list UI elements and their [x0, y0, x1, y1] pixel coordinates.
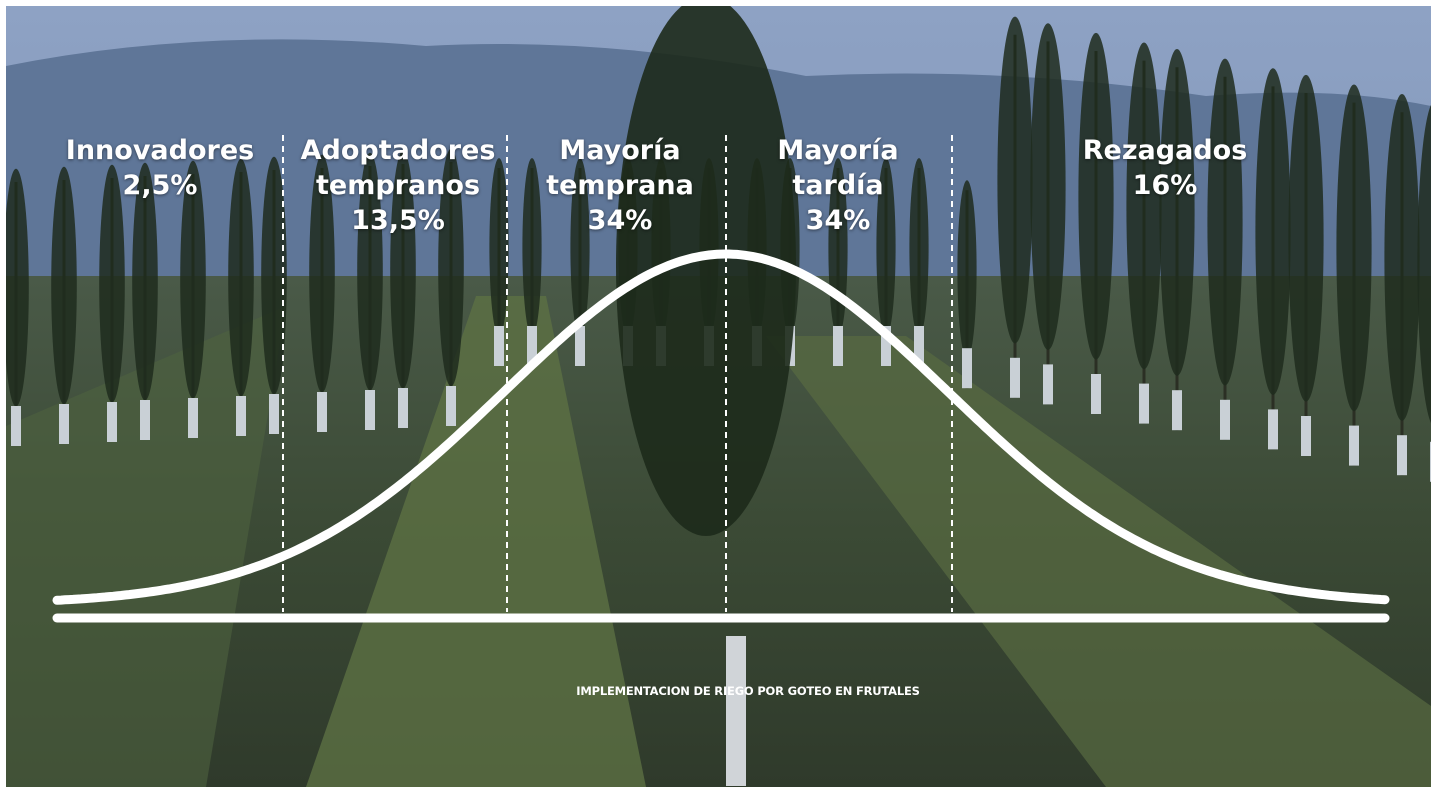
- segment-share: 16%: [1065, 168, 1265, 203]
- tree-guard: [1301, 416, 1311, 456]
- tree-crown: [1384, 94, 1419, 421]
- segment-label: Mayoría temprana: [535, 133, 705, 203]
- tree-guard: [833, 326, 843, 366]
- tree-guard: [140, 400, 150, 440]
- tree-guard: [188, 398, 198, 438]
- tree-guard: [494, 326, 504, 366]
- segment-share: 34%: [535, 203, 705, 238]
- tree-guard: [1220, 400, 1230, 440]
- tree-guard: [59, 404, 69, 444]
- tree-crown: [616, 6, 796, 536]
- tree-guard: [1349, 426, 1359, 466]
- segment-label: Rezagados: [1065, 133, 1265, 168]
- tree-crown: [1159, 49, 1194, 376]
- segment-share: 34%: [753, 203, 923, 238]
- tree-guard: [269, 394, 279, 434]
- tree-guard: [1268, 409, 1278, 449]
- segment-label: Adoptadores tempranos: [293, 133, 503, 203]
- tree-guard: [575, 326, 585, 366]
- tree-crown: [1207, 59, 1242, 386]
- segment-label: Mayoría tardía: [753, 133, 923, 203]
- tree-guard: [1397, 435, 1407, 475]
- segment-share: 13,5%: [293, 203, 503, 238]
- tree-guard: [962, 348, 972, 388]
- page: Innovadores2,5% Adoptadores tempranos13,5…: [0, 0, 1437, 793]
- tree-guard: [1139, 384, 1149, 424]
- tree-guard: [398, 388, 408, 428]
- tree-guard: [1172, 390, 1182, 430]
- tree-guard: [11, 406, 21, 446]
- tree-guard: [1010, 358, 1020, 398]
- tree-crown: [1255, 68, 1290, 395]
- tree-crown: [957, 180, 976, 358]
- tree-crown: [1126, 42, 1161, 369]
- background-photo: [6, 6, 1431, 787]
- tree-guard: [107, 402, 117, 442]
- tree-guard: [1043, 364, 1053, 404]
- tree-guard: [236, 396, 246, 436]
- segment-label: Innovadores: [60, 133, 260, 168]
- tree-crown: [1336, 84, 1371, 411]
- tree-guard: [726, 636, 746, 786]
- tree-crown: [1288, 75, 1323, 402]
- tree-crown: [1030, 23, 1065, 350]
- tree-guard: [365, 390, 375, 430]
- tree-crown: [997, 17, 1032, 344]
- tree-guard: [317, 392, 327, 432]
- caption: IMPLEMENTACION DE RIEGO POR GOTEO EN FRU…: [576, 684, 919, 698]
- tree-guard: [1430, 442, 1431, 482]
- tree-guard: [1091, 374, 1101, 414]
- segment-share: 2,5%: [60, 168, 260, 203]
- tree-guard: [446, 386, 456, 426]
